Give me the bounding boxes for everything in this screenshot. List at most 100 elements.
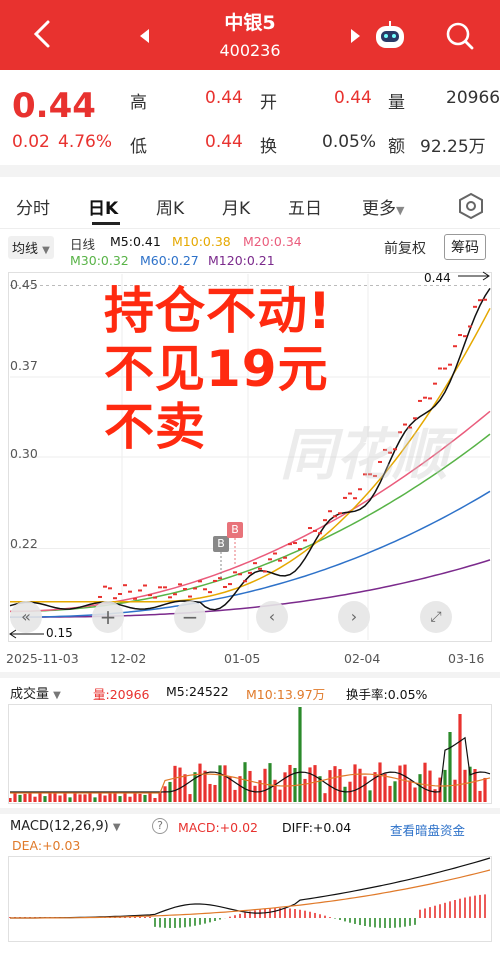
overlay-caption: 持仓不动! 不见19元 不卖 [104,282,332,456]
next-stock-icon[interactable] [344,24,368,48]
volume-bar [468,766,472,802]
volume-bar [173,765,177,802]
volume-bar [203,770,207,802]
volume-bar [78,794,82,802]
volume-pane [8,704,492,804]
volume-bar [238,776,242,802]
dea-value: DEA:+0.03 [12,838,81,853]
volume-m10-line [10,773,491,794]
overlay-line-2: 不见19元 [104,340,329,398]
amount-value: 92.25万 [420,137,486,157]
zoom-in-button[interactable]: + [92,601,124,633]
low-value: 0.44 [205,132,243,152]
volume-bar [448,732,452,802]
caret-down-icon: ▼ [112,822,121,833]
volume-bar [13,792,17,802]
minus-icon: − [181,605,199,629]
volume-bar [233,789,237,802]
volume-bar [123,792,127,802]
ma120-line [10,559,491,618]
dark-pool-link[interactable]: 查看暗盘资金 [390,823,466,838]
prev-stock-icon[interactable] [132,24,156,48]
volume-bar [128,796,132,802]
chart-settings-icon[interactable] [456,192,486,224]
volume-bar [23,793,27,802]
overlay-line-3: 不卖 [104,398,206,456]
volume-bar [108,793,112,802]
scroll-right-button[interactable]: › [338,601,370,633]
chips-button[interactable]: 筹码 [444,234,486,260]
ma-select[interactable]: 均线 ▼ [8,236,54,259]
arrow-left-icon [9,629,17,639]
x-tick-4: 03-16 [448,651,485,666]
macd-select-label: MACD(12,26,9) [10,819,109,834]
tab-intraday[interactable]: 分时 [16,199,50,219]
volume-bar [183,774,187,802]
volume-bar [318,776,322,802]
fullscreen-button[interactable]: ⤢ [420,601,452,633]
y-tick-2: 0.30 [10,446,38,461]
volume-bar [163,786,167,802]
volume-bar [103,795,107,802]
low-label: 低 [130,137,147,157]
y-tick-0: 0.45 [10,277,38,292]
scroll-left-button[interactable]: ‹ [256,601,288,633]
ma10-value: M10:0.38 [172,234,231,249]
volume-bar [253,785,257,802]
ma5-value: M5:0.41 [110,234,161,249]
turnover-rate: 换手率:0.05% [346,687,428,702]
volume-bar [18,794,22,802]
robot-assistant-icon[interactable] [372,18,408,54]
scroll-first-button[interactable]: « [10,601,42,633]
volume-select[interactable]: 成交量 ▼ [10,683,61,702]
volume-bar [453,779,457,802]
volume-bar [383,773,387,802]
section-divider [0,672,500,678]
tab-five-day[interactable]: 五日 [288,199,322,219]
last-price: 0.44 [12,86,96,126]
high-value: 0.44 [205,88,243,108]
kline-pane [8,272,492,642]
stock-name: 中银5 [224,12,276,34]
volume-bar [113,793,117,802]
volume-bar [258,780,262,802]
volume-bar [38,792,42,802]
volume-current: 量:20966 [93,687,150,702]
tab-weekly-k[interactable]: 周K [156,199,185,219]
quote-panel: 0.44 0.02 4.76% 高 0.44 低 0.44 开 0.44 换 0… [0,70,500,165]
volume-select-label: 成交量 [10,687,50,702]
ma30-line [10,433,491,613]
trade-mark-b-red[interactable]: B [227,522,243,538]
stock-code: 400236 [219,41,281,60]
ma20-line [10,410,491,613]
zoom-out-button[interactable]: − [174,601,206,633]
trade-mark-b-grey[interactable]: B [213,536,229,552]
macd-select[interactable]: MACD(12,26,9) ▼ [10,819,121,834]
tab-monthly-k[interactable]: 月K [222,199,251,219]
volume-bar [473,769,477,802]
volume-bar [33,796,37,802]
high-label: 高 [130,93,147,113]
volume-bar [378,762,382,802]
caret-down-icon: ▼ [396,204,405,217]
volume-bar [298,707,302,802]
volume-bar [63,792,67,802]
volume-bar [158,792,162,802]
search-icon[interactable] [440,16,480,56]
adjust-mode[interactable]: 前复权 [384,241,426,257]
help-icon[interactable]: ? [152,818,168,834]
volume-bar [463,769,467,802]
volume-m5: M5:24522 [166,684,229,699]
volume-bar [393,781,397,802]
volume-m5-line [10,736,491,793]
back-icon[interactable] [22,14,62,54]
tab-more[interactable]: 更多▼ [362,194,404,219]
chevron-right-icon: › [350,607,358,626]
volume-bar [413,787,417,802]
volume-bar [278,789,282,802]
tab-daily-k[interactable]: 日K [88,199,119,219]
ma10-line [10,307,491,603]
volume-bar [243,762,247,802]
volume-bar [178,767,182,802]
volume-bar [308,767,312,802]
